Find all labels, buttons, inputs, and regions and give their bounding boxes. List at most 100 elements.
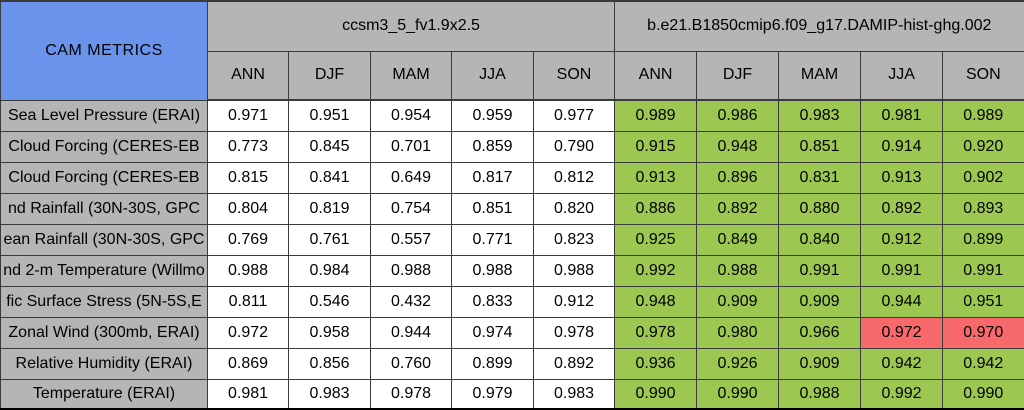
metric-cell-model2: 0.909 [778, 285, 862, 318]
metric-cell-model1: 0.954 [370, 99, 452, 132]
metric-cell-model1: 0.944 [370, 316, 452, 349]
metric-cell-model2: 0.988 [696, 254, 780, 287]
model2-name-header: b.e21.B1850cmip6.f09_g17.DAMIP-hist-ghg.… [614, 0, 1024, 52]
metric-cell-model1: 0.771 [451, 223, 534, 256]
table-row: fic Surface Stress (5N-5S,E 0.811 0.546 0.4… [0, 285, 1024, 318]
model1-name-header: ccsm3_5_fv1.9x2.5 [206, 0, 616, 52]
metric-cell-model2: 0.989 [614, 99, 698, 132]
metric-cell-model2: 0.886 [614, 192, 698, 225]
metric-cell-model2: 0.992 [614, 254, 698, 287]
metric-cell-model2: 0.978 [614, 316, 698, 349]
table-row: nd 2-m Temperature (Willmo 0.988 0.984 0.98… [0, 254, 1024, 287]
season-header-model1-ann: ANN [207, 50, 289, 101]
metric-cell-model1: 0.833 [451, 285, 534, 318]
table-row: Sea Level Pressure (ERAI) 0.971 0.951 0.954… [0, 99, 1024, 132]
metric-cell-model2: 0.948 [696, 130, 780, 163]
metric-cell-model1: 0.958 [288, 316, 371, 349]
metric-cell-model2: 0.966 [778, 316, 862, 349]
metric-cell-model1: 0.811 [207, 285, 289, 318]
metric-cell-model1: 0.823 [532, 223, 616, 256]
metric-cell-model1: 0.817 [451, 161, 534, 194]
metric-cell-model2: 0.902 [942, 161, 1024, 194]
metric-cell-model2: 0.990 [942, 378, 1024, 410]
metric-cell-model2: 0.893 [942, 192, 1024, 225]
row-label: Temperature (ERAI) [0, 378, 208, 410]
metric-cell-model2: 0.909 [696, 285, 780, 318]
metric-cell-model1: 0.979 [451, 378, 534, 410]
metric-cell-model1: 0.988 [451, 254, 534, 287]
metric-cell-model2: 0.892 [860, 192, 944, 225]
season-header-model1-djf: DJF [288, 50, 371, 101]
metric-cell-model2: 0.942 [942, 347, 1024, 380]
metric-cell-model2: 0.989 [942, 99, 1024, 132]
season-header-model1-son: SON [532, 50, 616, 101]
metric-cell-model2: 0.986 [696, 99, 780, 132]
row-label: ean Rainfall (30N-30S, GPC [0, 223, 208, 256]
metric-cell-model1: 0.760 [370, 347, 452, 380]
metric-cell-model2: 0.880 [778, 192, 862, 225]
season-header-model2-ann: ANN [614, 50, 698, 101]
row-label: Sea Level Pressure (ERAI) [0, 99, 208, 132]
table-row: Cloud Forcing (CERES-EB 0.815 0.841 0.649 0.… [0, 161, 1024, 194]
season-header-row: ANN DJF MAM JJA SON ANN DJF MAM JJA SON [1, 50, 1024, 101]
metric-cell-model2: 0.892 [696, 192, 780, 225]
metric-cell-model2: 0.914 [860, 130, 944, 163]
metric-cell-model1: 0.912 [532, 285, 616, 318]
metric-cell-model1: 0.557 [370, 223, 452, 256]
metric-cell-model1: 0.984 [288, 254, 371, 287]
season-header-model2-jja: JJA [860, 50, 944, 101]
table-row: Cloud Forcing (CERES-EB 0.773 0.845 0.701 0.… [0, 130, 1024, 163]
metric-cell-model2-flagged: 0.972 [860, 316, 944, 349]
table-title: CAM METRICS [0, 0, 208, 101]
row-label: Cloud Forcing (CERES-EB [0, 161, 208, 194]
table-row: Relative Humidity (ERAI) 0.869 0.856 0.760 0… [0, 347, 1024, 380]
row-label: fic Surface Stress (5N-5S,E [0, 285, 208, 318]
metric-cell-model2: 0.926 [696, 347, 780, 380]
metric-cell-model1: 0.773 [207, 130, 289, 163]
metric-cell-model1: 0.974 [451, 316, 534, 349]
metric-cell-model2: 0.909 [778, 347, 862, 380]
table-row: Temperature (ERAI) 0.981 0.983 0.978 0.979 0.… [0, 378, 1024, 410]
metric-cell-model1: 0.981 [207, 378, 289, 410]
metric-cell-model2: 0.899 [942, 223, 1024, 256]
metrics-table-body: Sea Level Pressure (ERAI) 0.971 0.951 0.954… [0, 99, 1024, 410]
metric-cell-model2: 0.991 [778, 254, 862, 287]
season-header-model1-mam: MAM [370, 50, 452, 101]
metric-cell-model1: 0.988 [370, 254, 452, 287]
row-label: nd 2-m Temperature (Willmo [0, 254, 208, 287]
metric-cell-model1: 0.988 [207, 254, 289, 287]
metric-cell-model2: 0.942 [860, 347, 944, 380]
metric-cell-model1: 0.841 [288, 161, 371, 194]
metric-cell-model2: 0.851 [778, 130, 862, 163]
metric-cell-model1: 0.851 [451, 192, 534, 225]
metric-cell-model2: 0.925 [614, 223, 698, 256]
metric-cell-model2: 0.983 [778, 99, 862, 132]
metric-cell-model2: 0.980 [696, 316, 780, 349]
metric-cell-model1: 0.790 [532, 130, 616, 163]
table-row: Zonal Wind (300mb, ERAI) 0.972 0.958 0.944 0… [0, 316, 1024, 349]
metric-cell-model1: 0.977 [532, 99, 616, 132]
metric-cell-model2: 0.944 [860, 285, 944, 318]
metric-cell-model2: 0.913 [614, 161, 698, 194]
metric-cell-model2: 0.915 [614, 130, 698, 163]
table-row: nd Rainfall (30N-30S, GPC 0.804 0.819 0.754… [0, 192, 1024, 225]
metric-cell-model1: 0.761 [288, 223, 371, 256]
metric-cell-model1: 0.769 [207, 223, 289, 256]
row-label: Zonal Wind (300mb, ERAI) [0, 316, 208, 349]
metric-cell-model1: 0.754 [370, 192, 452, 225]
metric-cell-model1: 0.701 [370, 130, 452, 163]
metric-cell-model1: 0.971 [207, 99, 289, 132]
metric-cell-model2: 0.913 [860, 161, 944, 194]
metric-cell-model1: 0.892 [532, 347, 616, 380]
season-header-model1-jja: JJA [451, 50, 534, 101]
metric-cell-model2: 0.849 [696, 223, 780, 256]
metric-cell-model1: 0.859 [451, 130, 534, 163]
metric-cell-model2: 0.831 [778, 161, 862, 194]
metric-cell-model2: 0.981 [860, 99, 944, 132]
metric-cell-model2: 0.988 [778, 378, 862, 410]
metric-cell-model2: 0.948 [614, 285, 698, 318]
metric-cell-model1: 0.856 [288, 347, 371, 380]
season-header-model2-son: SON [942, 50, 1024, 101]
metric-cell-model1: 0.649 [370, 161, 452, 194]
